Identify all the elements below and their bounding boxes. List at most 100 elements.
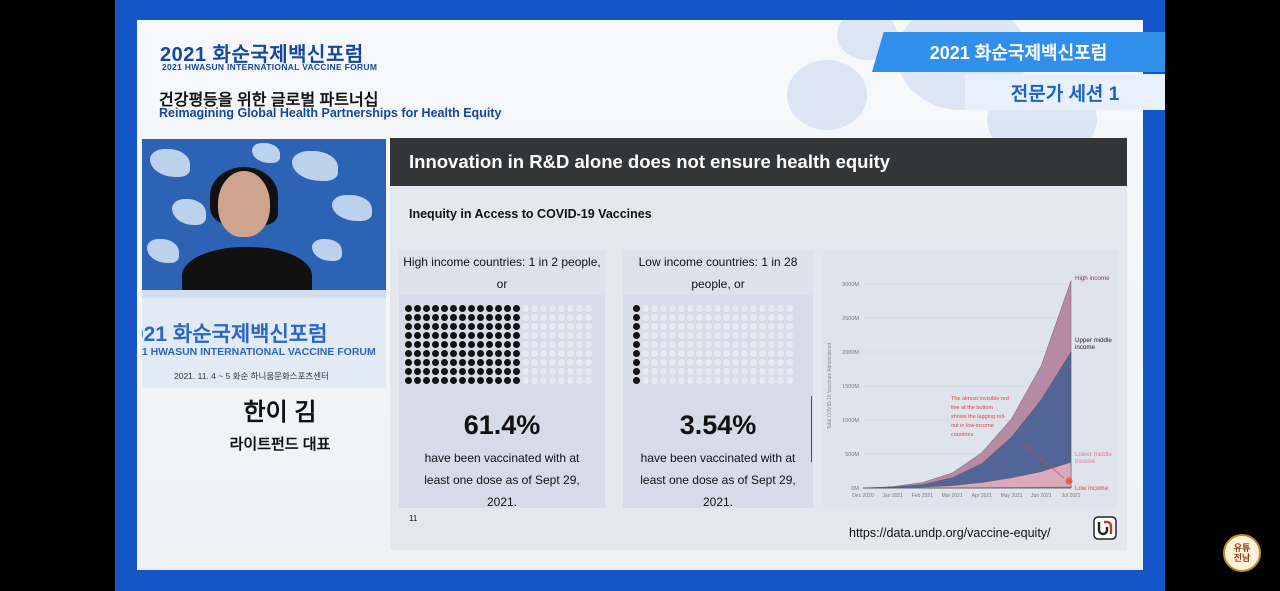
population-dot — [768, 332, 775, 339]
population-dot — [576, 359, 583, 366]
population-dot — [540, 305, 547, 312]
population-dot — [558, 314, 565, 321]
population-dot — [585, 314, 592, 321]
population-dot — [504, 377, 511, 384]
y-tick-label: 1000M — [842, 418, 859, 424]
population-dot — [723, 341, 730, 348]
population-dot — [687, 341, 694, 348]
theme-korean: 건강평등을 위한 글로벌 파트너십 — [159, 92, 379, 109]
population-dot — [531, 350, 538, 357]
population-dot — [432, 341, 439, 348]
population-dot — [633, 368, 640, 375]
population-dot — [642, 350, 649, 357]
annotation-pointer — [1022, 443, 1065, 479]
population-dot — [651, 323, 658, 330]
population-dot — [660, 359, 667, 366]
population-dot — [567, 332, 574, 339]
population-dot — [423, 305, 430, 312]
population-dot — [513, 314, 520, 321]
population-dot — [705, 368, 712, 375]
population-dot — [531, 377, 538, 384]
page-number: 11 — [409, 514, 418, 523]
population-dot — [558, 350, 565, 357]
population-dot — [414, 341, 421, 348]
population-dot — [405, 341, 412, 348]
population-dot — [651, 359, 658, 366]
population-dot — [450, 305, 457, 312]
population-dot — [477, 305, 484, 312]
population-dot — [432, 314, 439, 321]
speaker-role: 라이트펀드 대표 — [229, 436, 331, 453]
population-dot — [513, 377, 520, 384]
population-dot — [669, 341, 676, 348]
population-dot — [678, 305, 685, 312]
population-dot — [441, 341, 448, 348]
population-dot — [459, 368, 466, 375]
population-dot — [786, 350, 793, 357]
population-dot — [585, 368, 592, 375]
population-dot — [477, 332, 484, 339]
population-dot — [714, 323, 721, 330]
population-dot — [678, 323, 685, 330]
population-dot — [585, 359, 592, 366]
population-dot — [540, 341, 547, 348]
source-link[interactable]: https://data.undp.org/vaccine-equity/ — [849, 526, 1051, 540]
slide-subtitle: Inequity in Access to COVID-19 Vaccines — [409, 207, 652, 221]
population-dot — [522, 314, 529, 321]
population-dot — [414, 305, 421, 312]
population-dot — [522, 377, 529, 384]
population-dot — [669, 314, 676, 321]
population-dot — [678, 368, 685, 375]
population-dot — [750, 377, 757, 384]
population-dot — [405, 350, 412, 357]
population-dot — [531, 368, 538, 375]
board-date: 2021. 11. 4 ~ 5 화순 하니움문화스포츠센터 — [174, 371, 329, 381]
population-dot — [786, 314, 793, 321]
population-dot — [504, 305, 511, 312]
y-tick-label: 2000M — [842, 350, 859, 356]
population-dot — [678, 350, 685, 357]
population-dot — [558, 377, 565, 384]
population-dot — [549, 305, 556, 312]
population-dot — [576, 341, 583, 348]
population-dot — [732, 377, 739, 384]
population-dot — [732, 314, 739, 321]
population-dot — [558, 341, 565, 348]
population-dot — [522, 350, 529, 357]
population-dot — [558, 368, 565, 375]
population-dot — [459, 305, 466, 312]
population-dot — [759, 368, 766, 375]
population-dot — [642, 323, 649, 330]
population-dot — [450, 341, 457, 348]
population-dot — [558, 323, 565, 330]
population-dot — [567, 314, 574, 321]
population-dot — [585, 323, 592, 330]
population-dot — [786, 368, 793, 375]
population-dot — [549, 341, 556, 348]
population-dot — [495, 368, 502, 375]
population-dot — [777, 323, 784, 330]
population-dot — [567, 305, 574, 312]
population-dot — [723, 359, 730, 366]
population-dot — [678, 341, 685, 348]
population-dot — [414, 350, 421, 357]
population-dot — [660, 377, 667, 384]
population-dot — [432, 350, 439, 357]
population-dot — [585, 350, 592, 357]
channel-logo-icon: 유튜 전남 — [1223, 534, 1261, 572]
x-tick-label: Feb 2021 — [912, 493, 933, 499]
population-dot — [696, 332, 703, 339]
population-dot — [405, 314, 412, 321]
population-dot — [405, 377, 412, 384]
population-dot — [495, 332, 502, 339]
population-dot — [741, 305, 748, 312]
population-dot — [750, 305, 757, 312]
speaker-face — [218, 171, 270, 237]
population-dot — [714, 305, 721, 312]
y-tick-label: 2500M — [842, 316, 859, 322]
low-income-panel: Low income countries: 1 in 28 people, or… — [623, 250, 813, 509]
population-dot — [567, 350, 574, 357]
population-dot — [633, 350, 640, 357]
population-dot — [414, 377, 421, 384]
population-dot — [687, 368, 694, 375]
